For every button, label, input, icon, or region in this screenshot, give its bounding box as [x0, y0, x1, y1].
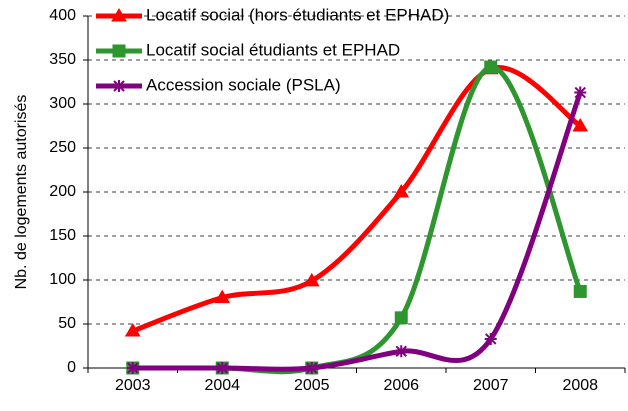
marker: [484, 60, 498, 74]
marker: [572, 118, 589, 132]
y-tick-label: 300: [49, 95, 76, 112]
marker: [395, 345, 408, 358]
y-tick-label: 400: [49, 7, 76, 24]
marker: [111, 8, 127, 22]
marker: [124, 323, 141, 337]
x-tick-label: 2004: [204, 377, 240, 394]
y-tick-label: 150: [49, 227, 76, 244]
y-tick-label: 0: [67, 359, 76, 376]
marker: [573, 284, 587, 298]
y-tick-label: 350: [49, 51, 76, 68]
x-tick-label: 2007: [473, 377, 509, 394]
legend-label: Accession sociale (PSLA): [146, 75, 341, 94]
y-tick-label: 250: [49, 139, 76, 156]
marker: [214, 289, 231, 304]
marker: [484, 332, 497, 345]
x-tick-label: 2008: [562, 377, 598, 394]
marker: [393, 184, 410, 198]
marker: [305, 362, 318, 374]
x-tick-label: 2003: [115, 377, 151, 394]
marker: [394, 311, 408, 325]
y-axis-label: Nb. de logements autorisés: [13, 95, 30, 290]
marker: [112, 44, 126, 58]
series-line: [132, 64, 583, 375]
x-tick-label: 2006: [383, 377, 419, 394]
y-tick-label: 200: [49, 183, 76, 200]
series-line: [132, 91, 583, 372]
y-tick-label: 50: [58, 315, 76, 332]
marker: [113, 80, 125, 92]
y-tick-label: 100: [49, 271, 76, 288]
marker: [303, 272, 320, 287]
legend-label: Locatif social étudiants et EPHAD: [146, 40, 400, 59]
legend-label: Locatif social (hors étudiants et EPHAD): [146, 5, 449, 24]
marker: [126, 362, 139, 374]
x-tick-label: 2005: [294, 377, 330, 394]
marker: [574, 86, 587, 99]
marker: [216, 362, 229, 374]
